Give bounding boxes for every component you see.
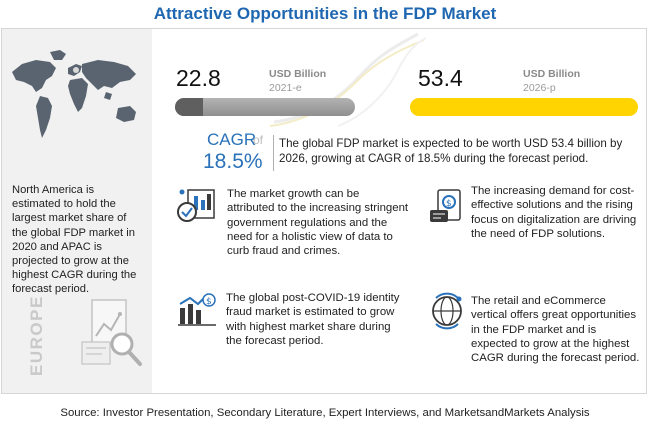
- insight-text-3: The global post-COVID-19 identity fraud …: [226, 292, 400, 347]
- content-frame: [1, 28, 647, 394]
- ecommerce-globe-icon: [432, 292, 462, 330]
- market-unit-2021: USD Billion: [269, 68, 327, 80]
- market-bar-2021: [175, 98, 355, 116]
- market-year-2021: 2021-e: [269, 82, 302, 94]
- svg-text:$: $: [206, 297, 212, 307]
- regulation-icon: [177, 189, 215, 222]
- cagr-value: 18.5%: [203, 150, 263, 173]
- cost-money-icon: $: [430, 189, 461, 222]
- insight-text-1: The market growth can be attributed to t…: [227, 188, 409, 258]
- cagr-label: CAGR: [207, 130, 257, 149]
- cagr-description: The global FDP market is expected to be …: [279, 137, 623, 165]
- page-title: Attractive Opportunities in the FDP Mark…: [153, 4, 497, 23]
- analysis-magnifier-icon: [81, 299, 142, 366]
- region-text: North America is estimated to hold the l…: [12, 184, 137, 296]
- market-bar-2021-cap: [175, 98, 203, 116]
- insight-text-4: The retail and eCommerce vertical offers…: [471, 295, 640, 365]
- svg-text:$: $: [446, 199, 452, 209]
- market-bar-2026: [410, 98, 638, 116]
- market-unit-2026: USD Billion: [523, 68, 581, 80]
- cagr-of: of: [253, 133, 264, 147]
- source-note: Source: Investor Presentation, Secondary…: [60, 407, 590, 419]
- cagr-divider: [273, 135, 274, 171]
- identity-growth-icon: $: [178, 293, 216, 326]
- market-value-2026: 53.4: [418, 65, 463, 91]
- world-map-icon: [12, 50, 136, 138]
- region-watermark: EUROPE: [27, 295, 46, 376]
- market-year-2026: 2026-p: [523, 82, 556, 94]
- insight-text-2: The increasing demand for cost-effective…: [471, 185, 637, 240]
- market-value-2021: 22.8: [176, 65, 221, 91]
